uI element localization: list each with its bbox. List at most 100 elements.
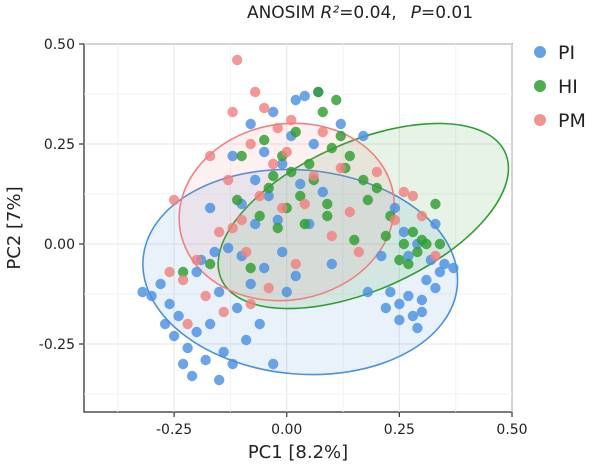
point-pi-34 — [263, 190, 274, 202]
point-pi-15 — [204, 202, 216, 214]
point-hi-15 — [299, 218, 310, 230]
point-pi-57 — [407, 310, 419, 322]
point-hi-28 — [380, 230, 392, 242]
point-pi-55 — [394, 298, 405, 310]
point-hi-36 — [421, 238, 432, 250]
y-tick-label-0: 0.50 — [44, 37, 75, 53]
x-tick-label-3: 0.50 — [496, 422, 527, 438]
point-pm-4 — [191, 254, 202, 266]
point-pi-16 — [209, 246, 220, 258]
point-pi-7 — [177, 358, 189, 370]
legend-label-pm: PM — [558, 110, 586, 132]
legend-swatch-pm — [534, 114, 546, 126]
point-hi-4 — [245, 262, 256, 274]
point-pi-14 — [204, 318, 216, 330]
legend: PI HI PM — [534, 42, 586, 132]
point-hi-12 — [286, 166, 297, 178]
point-pi-49 — [317, 186, 328, 198]
point-pi-5 — [168, 330, 180, 342]
point-pi-58 — [412, 322, 423, 334]
point-pm-34 — [398, 186, 410, 198]
point-hi-22 — [331, 94, 342, 106]
point-hi-38 — [434, 238, 446, 250]
point-pi-44 — [295, 178, 306, 190]
point-pm-32 — [371, 166, 383, 178]
y-axis-label: PC2 [7%] — [4, 186, 25, 269]
point-pm-25 — [299, 198, 310, 210]
point-pi-0 — [137, 286, 148, 298]
point-pi-74 — [416, 306, 428, 318]
point-pm-7 — [213, 226, 225, 238]
legend-swatch-hi — [534, 80, 546, 92]
point-pi-37 — [272, 214, 283, 226]
point-pi-51 — [335, 118, 346, 130]
point-hi-20 — [322, 198, 333, 210]
point-pi-27 — [245, 118, 256, 130]
point-pm-26 — [308, 170, 319, 182]
point-pi-26 — [240, 334, 252, 346]
confidence-ellipses — [142, 122, 510, 376]
title-p-label: P — [411, 3, 422, 23]
point-hi-23 — [335, 130, 346, 142]
point-pm-24 — [290, 258, 301, 270]
point-pi-38 — [277, 246, 288, 258]
title-p-value: =0.01 — [421, 3, 473, 23]
x-tick-label-0: -0.25 — [156, 422, 192, 438]
chart-title: ANOSIM R²=0.04, P=0.01 — [247, 3, 473, 23]
point-pi-30 — [250, 218, 261, 230]
point-hi-1 — [204, 258, 216, 270]
point-pm-14 — [245, 138, 256, 150]
title-prefix: ANOSIM — [247, 3, 321, 23]
point-pi-36 — [268, 358, 279, 370]
title-r2-label: R² — [321, 3, 340, 23]
point-pm-9 — [222, 174, 234, 186]
y-tick-label-3: -0.25 — [39, 337, 75, 353]
point-pm-35 — [407, 190, 419, 202]
point-pi-4 — [164, 298, 175, 310]
x-axis-ticks: -0.25 0.00 0.25 0.50 — [156, 412, 528, 438]
point-hi-34 — [412, 246, 423, 258]
x-tick-label-2: 0.25 — [384, 422, 415, 438]
point-pi-22 — [227, 358, 238, 370]
point-hi-7 — [263, 182, 274, 194]
point-pi-73 — [362, 286, 374, 298]
point-hi-6 — [259, 134, 270, 146]
point-pi-53 — [376, 250, 387, 262]
point-pi-11 — [191, 266, 202, 278]
point-pm-19 — [268, 158, 279, 170]
point-pm-5 — [200, 290, 211, 302]
point-hi-25 — [349, 234, 360, 246]
point-hi-16 — [304, 158, 315, 170]
point-pi-52 — [358, 130, 369, 142]
point-pm-36 — [416, 210, 428, 222]
point-pm-28 — [326, 230, 337, 242]
point-pm-31 — [353, 246, 365, 258]
point-pm-29 — [335, 162, 346, 174]
plot-area — [83, 43, 513, 413]
point-pm-33 — [389, 214, 401, 226]
point-pm-3 — [182, 318, 193, 330]
point-pi-70 — [430, 218, 441, 230]
legend-label-hi: HI — [558, 76, 578, 98]
point-pi-29 — [250, 174, 261, 186]
point-pi-45 — [299, 90, 310, 102]
point-pm-39 — [245, 298, 256, 310]
point-pi-35 — [268, 106, 279, 118]
point-pm-38 — [227, 222, 238, 234]
point-hi-18 — [313, 86, 324, 98]
point-pi-65 — [448, 262, 459, 274]
point-pi-43 — [290, 270, 301, 282]
point-pi-47 — [308, 138, 319, 150]
point-pm-20 — [272, 122, 283, 134]
point-hi-3 — [236, 150, 247, 162]
point-pm-37 — [430, 250, 441, 262]
point-hi-27 — [371, 182, 383, 194]
point-hi-41 — [362, 194, 374, 206]
point-hi-19 — [317, 106, 328, 118]
point-hi-33 — [407, 226, 419, 238]
point-pi-62 — [430, 282, 441, 294]
point-pi-66 — [389, 202, 401, 214]
point-pm-30 — [344, 206, 356, 218]
point-pi-33 — [259, 262, 270, 274]
